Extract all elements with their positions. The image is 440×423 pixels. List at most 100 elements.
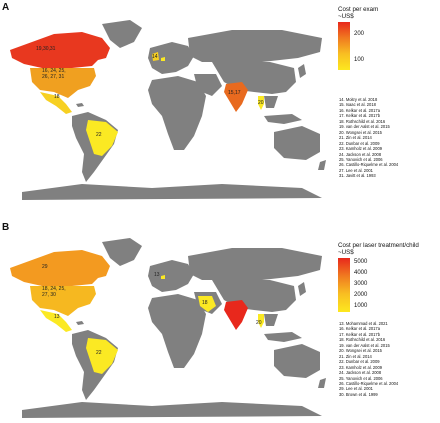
- land-region: [298, 64, 306, 78]
- reference-item: 25. Yanovich et al. 2006: [339, 375, 383, 381]
- reference-item: 22. Dunbar et al. 2009: [339, 359, 380, 365]
- map-label-brazil: 22: [96, 350, 102, 356]
- reference-item: 29. Lee et al. 2001: [339, 386, 373, 392]
- map-label-saudi: 18: [202, 300, 208, 306]
- reference-item: 16. Kelkar et al. 2017a: [339, 107, 380, 113]
- brazil: [86, 338, 118, 374]
- reference-item: 16. Kelkar et al. 2017a: [339, 326, 380, 332]
- reference-item: 26. Castillo-Riquelme et al. 2004: [339, 380, 399, 386]
- map-label-india: 15,17: [228, 90, 241, 96]
- antarctica: [22, 402, 322, 418]
- legend-b-tick: 1000: [354, 303, 368, 309]
- africa: [148, 294, 206, 368]
- map-label-canada: 29: [42, 264, 48, 270]
- map-label-usa-1: 18, 24, 25,: [42, 286, 66, 292]
- land-region: [298, 282, 306, 296]
- land-region: [264, 96, 278, 108]
- legend-b-references: 13. Mohammad et al. 2021 16. Kelkar et a…: [339, 321, 398, 397]
- reference-item: 22. Dunbar et al. 2009: [339, 140, 380, 146]
- map-label-mexico: 13: [54, 314, 60, 320]
- reference-item: 20. Wongsei et al. 2015: [339, 129, 382, 135]
- land-region: [194, 74, 222, 96]
- mexico: [40, 92, 72, 114]
- legend-a-tick: 200: [354, 31, 365, 37]
- reference-item: 26. Castillo-Riquelme et al. 2004: [339, 162, 399, 168]
- netherlands: [161, 57, 165, 61]
- africa: [148, 76, 206, 150]
- map-label-uk: 14: [152, 54, 158, 60]
- india: [224, 82, 248, 112]
- reference-item: 18. Rothschild et al. 2016: [339, 337, 386, 343]
- europe: [148, 260, 194, 292]
- antarctica: [22, 184, 322, 200]
- legend-b-tick: 5000: [354, 259, 368, 265]
- map-label-thailand: 20: [258, 100, 264, 106]
- reference-item: 14. Moitry et al. 2018: [339, 97, 378, 102]
- map-label-usa-2: 26, 27, 31: [42, 74, 64, 80]
- uk: [152, 52, 159, 61]
- russia: [188, 30, 322, 62]
- panel-a-label: A: [2, 2, 10, 13]
- reference-item: 19. van der Aalst et al. 2015: [339, 124, 390, 130]
- thailand: [258, 96, 264, 110]
- europe: [148, 42, 194, 74]
- legend-b-tick: 2000: [354, 292, 368, 298]
- legend-a-references: 14. Moitry et al. 2018 15. Isaac et al. …: [339, 97, 398, 179]
- reference-item: 20. Wongsei et al. 2015: [339, 348, 382, 354]
- map-label-usa-2: 27, 30: [42, 292, 56, 298]
- reference-item: 25. Yanovich et al. 2006: [339, 156, 383, 162]
- usa: [30, 68, 96, 98]
- reference-item: 27. Lee et al. 2001: [339, 167, 373, 173]
- australia: [274, 126, 320, 160]
- map-label-canada: 19,30,31: [36, 46, 56, 52]
- land-region: [76, 103, 84, 107]
- reference-item: 18. Rothschild et al. 2016: [339, 118, 386, 124]
- land-region: [264, 332, 302, 342]
- land-region: [76, 321, 84, 325]
- usa: [30, 286, 96, 316]
- reference-item: 19. van der Aalst et al. 2015: [339, 342, 390, 348]
- reference-item: 17. Kelkar et al. 2017b: [339, 331, 380, 337]
- australia: [274, 344, 320, 378]
- reference-item: 23. Kamholz et al. 2009: [339, 146, 383, 152]
- reference-item: 17. Kelkar et al. 2017b: [339, 113, 380, 119]
- reference-item: 21. Zin et al. 2014: [339, 353, 372, 359]
- land-region: [264, 314, 278, 326]
- map-label-brazil: 22: [96, 132, 102, 138]
- legend-a-tick: 100: [354, 57, 365, 63]
- panel-a-map: 19,30,31 16, 24, 25, 26, 27, 31 18 14 22…: [2, 12, 330, 202]
- mexico: [40, 310, 72, 332]
- reference-item: 15. Isaac et al. 2018: [339, 102, 376, 108]
- land-region: [318, 160, 326, 170]
- india: [224, 300, 248, 330]
- legend-a-colorbar: [338, 22, 350, 70]
- canada: [10, 32, 110, 68]
- legend-b-tick: 3000: [354, 281, 368, 287]
- reference-item: 24. Jackson et al. 2008: [339, 151, 382, 157]
- reference-item: 21. Zin et al. 2014: [339, 135, 372, 141]
- legend-b-tick: 4000: [354, 270, 368, 276]
- russia: [188, 248, 322, 280]
- netherlands: [161, 275, 165, 279]
- reference-item: 13. Mohammad et al. 2021: [339, 321, 388, 326]
- saudi-arabia: [198, 296, 216, 312]
- map-label-netherlands: 13: [154, 272, 160, 278]
- reference-item: 24. Jackson et al. 2008: [339, 370, 382, 376]
- reference-item: 23. Kamholz et al. 2009: [339, 364, 383, 370]
- map-label-thailand: 20: [256, 320, 262, 326]
- land-region: [264, 114, 302, 124]
- land-region: [102, 238, 142, 266]
- panel-b-label: B: [2, 222, 10, 233]
- reference-item: 30. Brown et al. 1999: [339, 391, 378, 397]
- legend-b-title: Cost per laser treatment/child ~US$: [338, 242, 419, 256]
- thailand: [258, 314, 264, 328]
- panel-b-map: 29 18, 24, 25, 27, 30 13 13 22 18 20: [2, 230, 330, 420]
- land-region: [318, 378, 326, 388]
- map-label-mexico: 18: [54, 94, 60, 100]
- reference-item: 31. Javitt et al. 1993: [339, 173, 376, 179]
- legend-a-title: Cost per exam ~US$: [338, 6, 379, 20]
- brazil: [86, 120, 118, 156]
- canada: [10, 250, 110, 286]
- legend-b-colorbar: [338, 258, 350, 312]
- map-label-usa-1: 16, 24, 25,: [42, 68, 66, 74]
